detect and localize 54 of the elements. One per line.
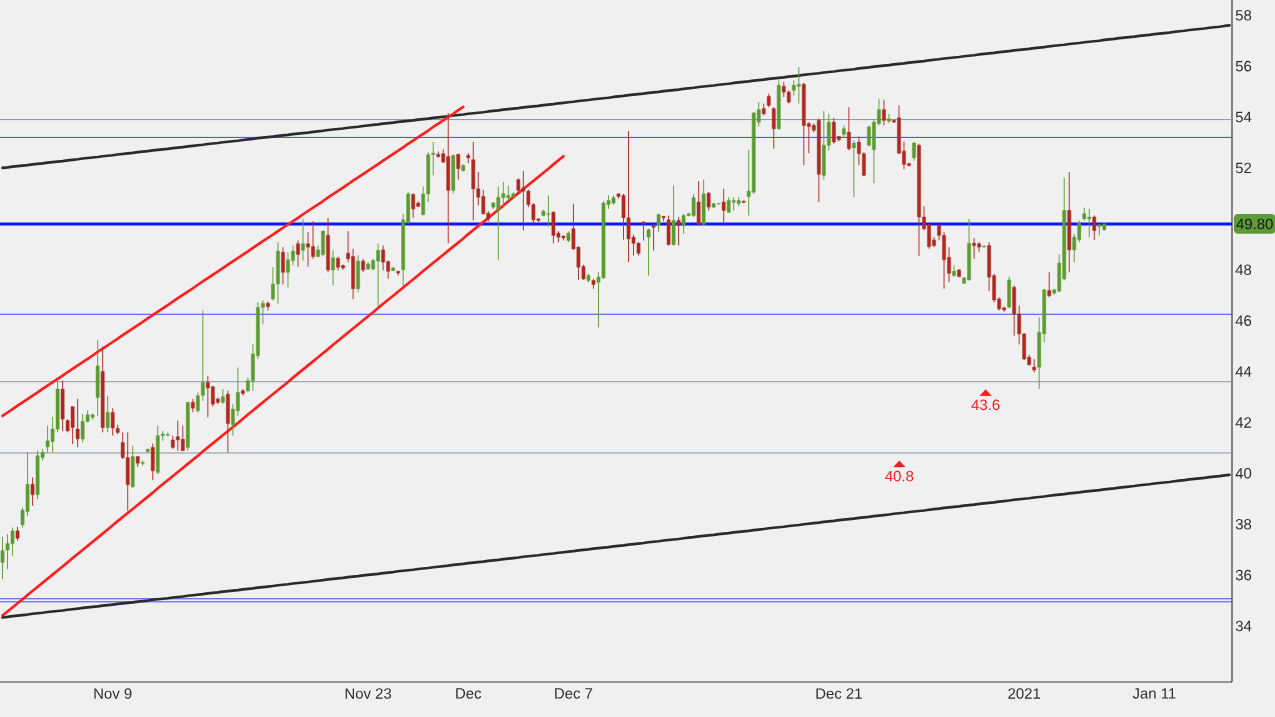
candlestick: [641, 220, 646, 241]
candlestick: [952, 264, 956, 278]
x-tick-label: Dec 21: [816, 688, 862, 699]
y-tick-label: 58: [1235, 9, 1252, 21]
candlestick: [721, 188, 726, 226]
candlestick: [887, 113, 891, 124]
candlestick: [651, 222, 656, 251]
x-tick-label: Nov 23: [345, 688, 392, 699]
y-tick-label: 48: [1235, 264, 1252, 276]
candlestick: [706, 191, 711, 211]
candlestick: [852, 139, 856, 198]
y-tick-label: 44: [1235, 366, 1252, 377]
x-tick-label: 2021: [1008, 688, 1041, 699]
y-tick-label: 34: [1235, 620, 1252, 632]
candlestick: [771, 106, 776, 150]
x-tick-label: Dec 7: [555, 688, 593, 699]
candlestick: [1092, 215, 1097, 241]
candlestick: [882, 99, 886, 126]
candlestick: [456, 153, 461, 181]
x-tick-label: Dec: [456, 688, 482, 699]
y-tick-label: 36: [1235, 569, 1252, 581]
ref-line-label: 49.80: [1236, 218, 1273, 230]
candlestick: [266, 301, 270, 311]
candlestick: [221, 388, 225, 405]
candlestick: [30, 476, 35, 507]
candlestick: [301, 218, 305, 262]
y-tick-label: 52: [1235, 162, 1252, 174]
candlestick: [241, 388, 245, 397]
y-tick-label: 38: [1235, 518, 1252, 530]
candlestick: [180, 425, 185, 452]
candlestick: [75, 398, 80, 448]
candlestick: [411, 192, 416, 219]
annotation: 40.8: [885, 470, 914, 482]
candlestick: [646, 228, 651, 277]
x-tick-label: Jan 11: [1132, 688, 1176, 699]
candlestick: [796, 66, 801, 105]
candlestick: [696, 180, 701, 226]
y-tick-label: 56: [1235, 60, 1252, 72]
candlestick: [842, 124, 846, 138]
y-tick-label: 54: [1235, 111, 1252, 123]
candlestick: [105, 395, 110, 433]
candlestick: [847, 106, 851, 151]
y-tick-label: 42: [1235, 417, 1252, 428]
annotation: 43.6: [971, 399, 1000, 411]
candlestick: [281, 246, 285, 285]
candlestick: [150, 443, 155, 481]
candlestick: [296, 240, 300, 268]
y-tick-label: 46: [1235, 315, 1252, 326]
candlestick: [676, 216, 681, 247]
candlestick: [331, 249, 335, 286]
x-tick-label: Nov 9: [94, 688, 132, 699]
y-tick-label: 40: [1235, 468, 1252, 479]
candlestick: [1047, 271, 1052, 298]
candlestick: [982, 245, 986, 249]
